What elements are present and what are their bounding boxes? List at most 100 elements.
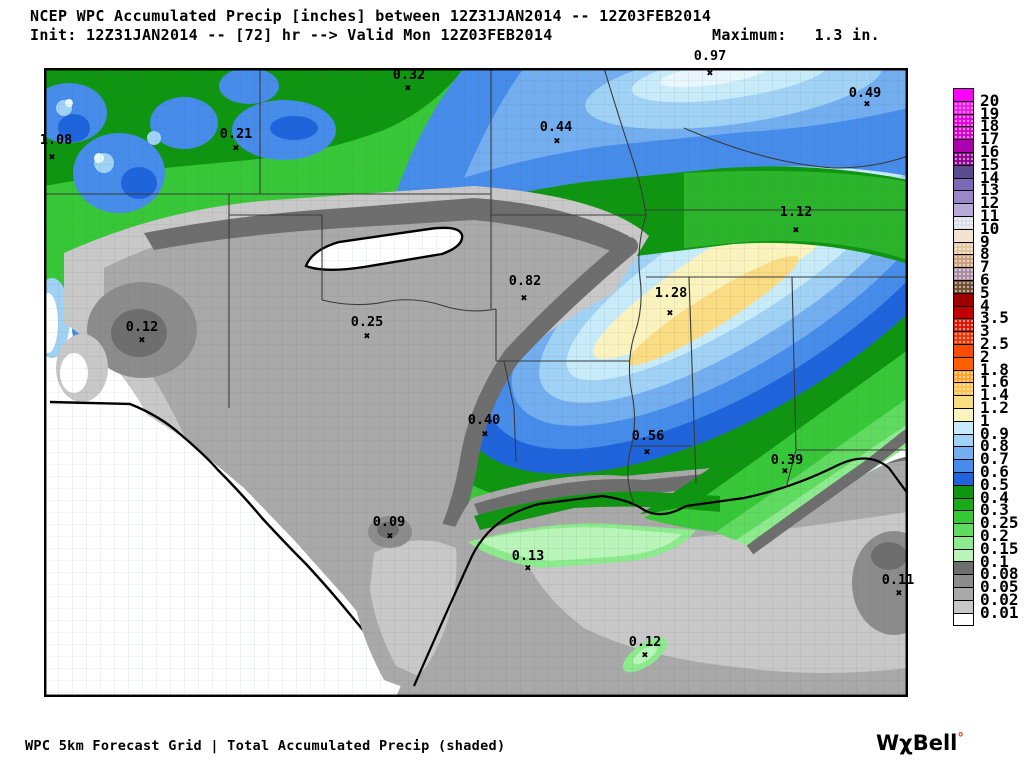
colorbar-swatch — [953, 279, 974, 294]
footer-caption: WPC 5km Forecast Grid | Total Accumulate… — [25, 738, 506, 754]
station-value-label: 0.49 — [848, 85, 882, 101]
colorbar-swatch — [953, 382, 974, 397]
station-x-marker: ✖ — [524, 561, 532, 575]
colorbar-swatch — [953, 305, 974, 320]
colorbar-swatch — [953, 548, 974, 563]
map-frame — [44, 68, 908, 697]
colorbar-label: 0.6 — [980, 462, 1009, 481]
station-value-label: 0.44 — [539, 119, 573, 135]
map-canvas — [44, 68, 908, 697]
colorbar-label: 13 — [980, 180, 1000, 200]
station-value-label: 0.97 — [693, 48, 727, 64]
station-value-label: 0.56 — [631, 428, 665, 444]
station-x-marker: ✖ — [666, 306, 674, 320]
colorbar-label: 1 — [980, 410, 990, 430]
colorbar-label: 1.4 — [980, 385, 1009, 405]
colorbar-swatch — [953, 356, 974, 371]
station-value-label: 0.39 — [770, 452, 804, 468]
station-x-marker: ✖ — [792, 223, 800, 237]
colorbar-label: 0.05 — [980, 577, 1019, 597]
station-x-marker: ✖ — [641, 648, 649, 662]
colorbar-label: 20 — [980, 90, 1000, 110]
station-value-label: 1.12 — [779, 204, 813, 220]
station-value-label: 0.09 — [372, 514, 406, 530]
colorbar-label: 0.15 — [980, 538, 1019, 558]
colorbar-label: 2.5 — [980, 334, 1009, 353]
colorbar-swatch — [953, 407, 974, 422]
colorbar-swatch — [953, 241, 974, 256]
colorbar-swatch — [953, 88, 974, 102]
colorbar-swatch — [953, 510, 974, 525]
colorbar-swatch — [953, 612, 974, 627]
colorbar-swatch — [953, 497, 974, 512]
colorbar-swatch — [953, 203, 974, 217]
colorbar-label: 3 — [980, 321, 990, 341]
colorbar-swatch — [953, 574, 974, 589]
colorbar-swatch — [953, 433, 974, 448]
colorbar-label: 12 — [980, 193, 1000, 213]
station-value-label: 0.12 — [628, 634, 662, 650]
colorbar-label: 17 — [980, 129, 1000, 149]
station-x-marker: ✖ — [138, 333, 146, 347]
station-x-marker: ✖ — [643, 445, 651, 459]
colorbar-label: 16 — [980, 142, 1000, 161]
colorbar-swatch — [953, 228, 974, 243]
colorbar-swatch — [953, 484, 974, 499]
station-value-label: 1.08 — [39, 132, 73, 148]
colorbar-label: 2 — [980, 346, 990, 366]
colorbar-label: 5 — [980, 282, 990, 302]
colorbar-label: 6 — [980, 270, 990, 289]
colorbar-label: 1.8 — [980, 359, 1009, 379]
station-x-marker: ✖ — [520, 291, 528, 305]
precip-map — [44, 68, 908, 697]
colorbar-label: 0.08 — [980, 564, 1019, 584]
colorbar-swatch — [953, 446, 974, 461]
colorbar-swatch — [953, 190, 974, 205]
colorbar-swatch — [953, 318, 974, 333]
colorbar-label: 0.2 — [980, 526, 1009, 545]
colorbar-label: 0.1 — [980, 551, 1009, 571]
wxbell-logo-text: WχBell — [876, 731, 958, 755]
wxbell-logo-degree: ° — [957, 731, 964, 746]
station-x-marker: ✖ — [48, 150, 56, 164]
colorbar-swatch — [953, 420, 974, 435]
colorbar-swatch — [953, 343, 974, 358]
colorbar-label: 1.2 — [980, 398, 1009, 417]
colorbar-swatch — [953, 331, 974, 345]
colorbar-swatch — [953, 215, 974, 230]
wxbell-logo: WχBell° — [876, 731, 964, 755]
colorbar-label: 1.6 — [980, 372, 1009, 392]
colorbar-label: 18 — [980, 116, 1000, 136]
colorbar-label: 0.01 — [980, 602, 1019, 622]
colorbar-swatch — [953, 459, 974, 473]
colorbar-label: 0.25 — [980, 513, 1019, 533]
colorbar-swatch — [953, 535, 974, 550]
station-x-marker: ✖ — [386, 529, 394, 543]
colorbar-swatch — [953, 126, 974, 141]
station-value-label: 0.11 — [881, 572, 915, 588]
colorbar-swatch — [953, 587, 974, 601]
colorbar: 20 19 18 17 16 15 14 13 12 11 10 9 8 7 6 5 4 3.5 3 2.5 2 1.8 1… — [953, 88, 1023, 627]
colorbar-label: 0.5 — [980, 474, 1009, 494]
colorbar-label: 4 — [980, 295, 990, 315]
station-x-marker: ✖ — [363, 329, 371, 343]
colorbar-label: 14 — [980, 167, 1000, 187]
colorbar-swatch — [953, 100, 974, 115]
colorbar-label: 19 — [980, 103, 1000, 123]
colorbar-swatch — [953, 254, 974, 269]
colorbar-label: 7 — [980, 257, 990, 277]
colorbar-swatch — [953, 369, 974, 384]
station-x-marker: ✖ — [553, 134, 561, 148]
station-value-label: 1.28 — [654, 285, 688, 301]
station-value-label: 0.40 — [467, 412, 501, 428]
station-x-marker: ✖ — [404, 81, 412, 95]
station-x-marker: ✖ — [863, 97, 871, 111]
colorbar-swatch — [953, 599, 974, 614]
colorbar-label: 0.8 — [980, 436, 1009, 456]
station-value-label: 0.21 — [219, 126, 253, 142]
station-value-label: 0.12 — [125, 319, 159, 335]
colorbar-swatch — [953, 139, 974, 153]
colorbar-label: 11 — [980, 206, 1000, 225]
colorbar-label: 3.5 — [980, 308, 1009, 328]
colorbar-label: 0.9 — [980, 423, 1009, 443]
